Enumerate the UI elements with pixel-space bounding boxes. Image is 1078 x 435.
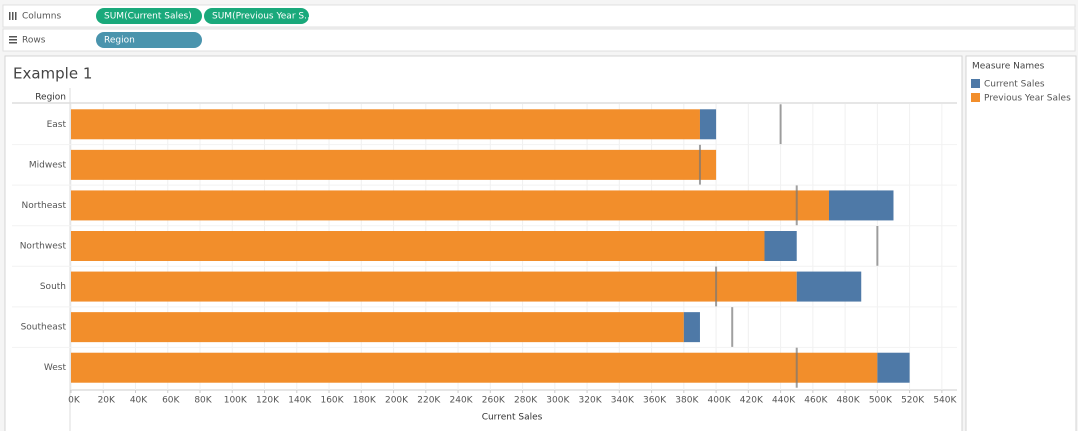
bar-segment [71, 149, 717, 180]
x-tick-label: 380K [675, 396, 699, 406]
x-tick-label: 320K [579, 396, 603, 406]
x-tick-label: 60K [162, 396, 180, 406]
x-tick-label: 100K [224, 396, 248, 406]
x-tick-label: 340K [611, 396, 635, 406]
shelf-label: Rows [22, 36, 46, 46]
x-tick-label: 40K [130, 396, 148, 406]
x-tick-label: 420K [740, 396, 764, 406]
bar-segment [71, 271, 797, 302]
chart-title: Example 1 [13, 65, 92, 83]
pill[interactable]: Region [96, 32, 202, 48]
bar-segment [71, 190, 829, 221]
x-tick-label: 460K [804, 396, 828, 406]
x-tick-label: 120K [256, 396, 280, 406]
pill-text: Region [104, 36, 135, 46]
bar-segment [71, 312, 684, 343]
rows-shelf [2, 28, 1076, 52]
legend-label: Current Sales [984, 80, 1045, 90]
y-tick-label: West [44, 363, 67, 373]
bar-segment [71, 352, 878, 383]
pill-text: SUM(Current Sales) [104, 12, 192, 22]
legend-swatch [971, 79, 980, 88]
x-tick-label: 520K [901, 396, 925, 406]
bar-segment [699, 109, 717, 140]
pill[interactable]: SUM(Previous Year S..) [204, 8, 313, 24]
bar-segment [71, 231, 765, 261]
shelf-label: Columns [22, 12, 61, 22]
bar-segment [683, 312, 700, 343]
x-axis-title: Current Sales [482, 413, 543, 423]
x-tick-label: 180K [353, 396, 377, 406]
legend-panel [965, 55, 1077, 435]
pill-text: SUM(Previous Year S..) [212, 12, 313, 22]
columns-icon [9, 12, 17, 20]
x-tick-label: 260K [482, 396, 506, 406]
x-tick-label: 20K [98, 396, 116, 406]
y-tick-label: Midwest [29, 160, 67, 170]
x-tick-label: 540K [933, 396, 957, 406]
pill[interactable]: SUM(Current Sales) [96, 8, 202, 24]
x-tick-label: 500K [869, 396, 893, 406]
x-tick-label: 80K [194, 396, 212, 406]
x-tick-label: 300K [546, 396, 570, 406]
y-tick-label: Southeast [21, 323, 67, 333]
legend-label: Previous Year Sales [984, 94, 1071, 104]
rows-icon [9, 36, 17, 44]
x-tick-label: 440K [772, 396, 796, 406]
bar-segment [796, 271, 862, 302]
legend-title: Measure Names [972, 62, 1045, 72]
y-tick-label: South [40, 282, 66, 292]
x-tick-label: 280K [514, 396, 538, 406]
bar-segment [828, 190, 894, 221]
x-tick-label: 0K [68, 396, 81, 406]
y-tick-label: Northwest [20, 242, 67, 252]
row-header: Region [35, 93, 66, 103]
bar-segment [764, 231, 797, 261]
x-tick-label: 160K [320, 396, 344, 406]
x-tick-label: 240K [450, 396, 474, 406]
bar-segment [71, 109, 700, 140]
y-tick-label: Northeast [22, 201, 67, 211]
x-tick-label: 220K [417, 396, 441, 406]
x-tick-label: 400K [708, 396, 732, 406]
x-tick-label: 140K [288, 396, 312, 406]
x-tick-label: 480K [837, 396, 861, 406]
legend-swatch [971, 93, 980, 102]
x-tick-label: 360K [643, 396, 667, 406]
bar-segment [877, 352, 910, 383]
x-tick-label: 200K [385, 396, 409, 406]
y-tick-label: East [47, 120, 67, 130]
